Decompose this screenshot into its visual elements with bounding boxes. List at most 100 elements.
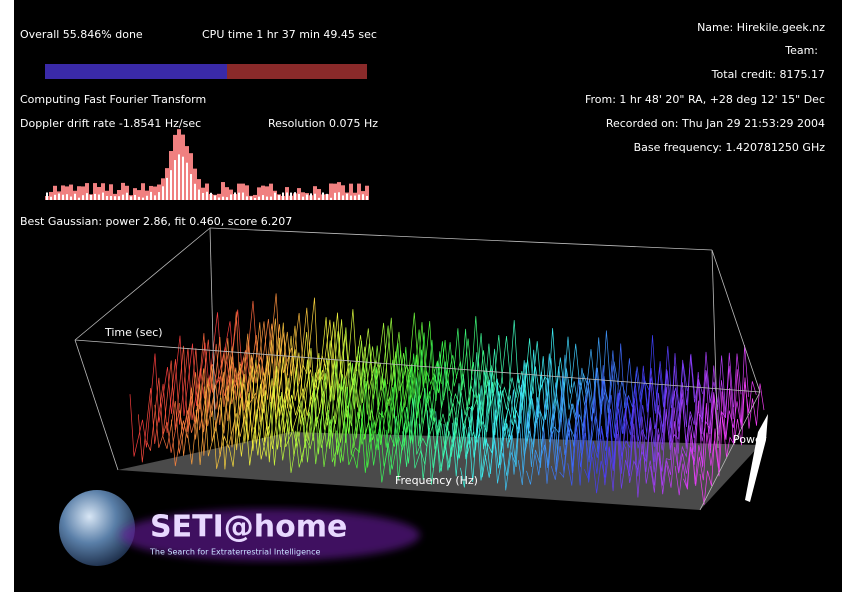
box-edge xyxy=(711,249,761,393)
gaussian-bar xyxy=(217,193,221,200)
spectrum-line xyxy=(468,362,550,483)
gaussian-bar xyxy=(237,183,241,200)
gaussian-fit xyxy=(358,194,360,200)
gaussian-bar xyxy=(69,184,73,200)
total-credit: Total credit: 8175.17 xyxy=(711,68,825,81)
spectrum-line xyxy=(691,369,757,486)
spectrum-line xyxy=(600,346,673,486)
logo-glow xyxy=(120,509,420,561)
gaussian-fit xyxy=(362,194,364,200)
gaussian-fit xyxy=(310,193,312,200)
gaussian-fit xyxy=(146,195,148,200)
spectrum-line xyxy=(303,317,396,463)
gaussian-fit xyxy=(282,192,284,200)
gaussian-fit xyxy=(234,192,236,200)
power-arrow xyxy=(745,414,768,502)
gaussian-bar xyxy=(77,186,81,200)
spectrum-line xyxy=(402,350,488,467)
spectrum-line xyxy=(311,325,404,465)
box-edge xyxy=(74,339,119,471)
gaussian-bar xyxy=(117,190,121,200)
background xyxy=(14,0,842,592)
box-edge xyxy=(209,227,713,251)
gaussian-fit xyxy=(194,183,196,200)
spectrum-line xyxy=(641,370,711,486)
gaussian-fit xyxy=(50,196,52,200)
box-edge xyxy=(74,227,211,341)
time-axis-label: Time (sec) xyxy=(104,326,163,339)
gaussian-fit xyxy=(266,196,268,200)
spectrum-line xyxy=(278,327,373,461)
gaussian-graph xyxy=(45,129,369,200)
gaussian-fit xyxy=(126,192,128,200)
gaussian-fit xyxy=(222,196,224,200)
gaussian-fit xyxy=(62,194,64,200)
gaussian-fit xyxy=(230,194,232,200)
gaussian-bar xyxy=(105,190,109,200)
gaussian-fit xyxy=(46,192,48,200)
gaussian-bar xyxy=(241,183,245,200)
spectrum-line xyxy=(443,371,527,471)
plot-box xyxy=(74,227,761,511)
gaussian-fit xyxy=(86,193,88,200)
gaussian-fit xyxy=(262,195,264,200)
spectrum-line xyxy=(385,328,473,475)
recorded-on: Recorded on: Thu Jan 29 21:53:29 2004 xyxy=(606,117,825,130)
spectrum-line xyxy=(418,334,504,480)
spectrum-line xyxy=(327,312,419,463)
gaussian-fit xyxy=(338,192,340,200)
spectrum-line xyxy=(509,354,588,475)
gaussian-fit xyxy=(246,196,248,200)
cpu-time: CPU time 1 hr 37 min 49.45 sec xyxy=(202,28,377,41)
frequency-axis-label: Frequency (Hz) xyxy=(395,474,478,487)
gaussian-fit xyxy=(154,195,156,200)
gaussian-fit xyxy=(90,194,92,200)
gaussian-info: Best Gaussian: power 2.86, fit 0.460, sc… xyxy=(20,215,292,228)
gaussian-bar xyxy=(313,186,317,200)
logo: SETI@home The Search for Extraterrestria… xyxy=(59,490,420,566)
gaussian-fit xyxy=(322,192,324,200)
gaussian-bar xyxy=(349,183,353,200)
gaussian-bar xyxy=(141,183,145,200)
spectrum-line xyxy=(534,330,611,476)
gaussian-fit xyxy=(294,192,296,200)
gaussian-fit xyxy=(186,162,188,200)
gaussian-bar xyxy=(65,186,69,200)
spectrum-line xyxy=(650,351,719,493)
gaussian-fit xyxy=(202,192,204,200)
logo-title: SETI@home xyxy=(150,510,347,545)
gaussian-bar xyxy=(329,183,333,200)
gaussian-bar xyxy=(153,186,157,200)
gaussian-bar xyxy=(337,182,341,200)
gaussian-fit xyxy=(94,193,96,200)
wireframe-plot xyxy=(118,293,765,510)
spectrum-line xyxy=(699,377,765,505)
spectrum-line xyxy=(501,343,581,491)
spectrum-line xyxy=(377,342,465,483)
gaussian-fit xyxy=(214,195,216,200)
gaussian-fit xyxy=(314,193,316,200)
gaussian-fit xyxy=(174,160,176,200)
gaussian-bar xyxy=(145,190,149,200)
gaussian-fit xyxy=(326,193,328,200)
earth xyxy=(59,490,135,566)
spectrum-line xyxy=(187,322,289,465)
gaussian-fit xyxy=(82,195,84,200)
gaussian-fit xyxy=(182,156,184,200)
gaussian-fit xyxy=(142,197,144,200)
spectrum-line xyxy=(484,357,565,478)
gaussian-fit xyxy=(162,186,164,200)
spectrum-line xyxy=(352,346,442,469)
box-edge xyxy=(699,391,761,511)
spectrum-line xyxy=(170,318,273,467)
spectrum-line xyxy=(550,350,627,480)
sky-position: From: 1 hr 48' 20" RA, +28 deg 12' 15" D… xyxy=(585,93,825,106)
gaussian-fit xyxy=(342,195,344,200)
gaussian-fit xyxy=(70,196,72,200)
spectrum-line xyxy=(129,312,235,457)
gaussian-bar xyxy=(317,189,321,200)
gaussian-fit xyxy=(318,197,320,200)
spectrum-line xyxy=(575,370,650,486)
gaussian-bar xyxy=(109,184,113,200)
gaussian-bar xyxy=(93,183,97,200)
